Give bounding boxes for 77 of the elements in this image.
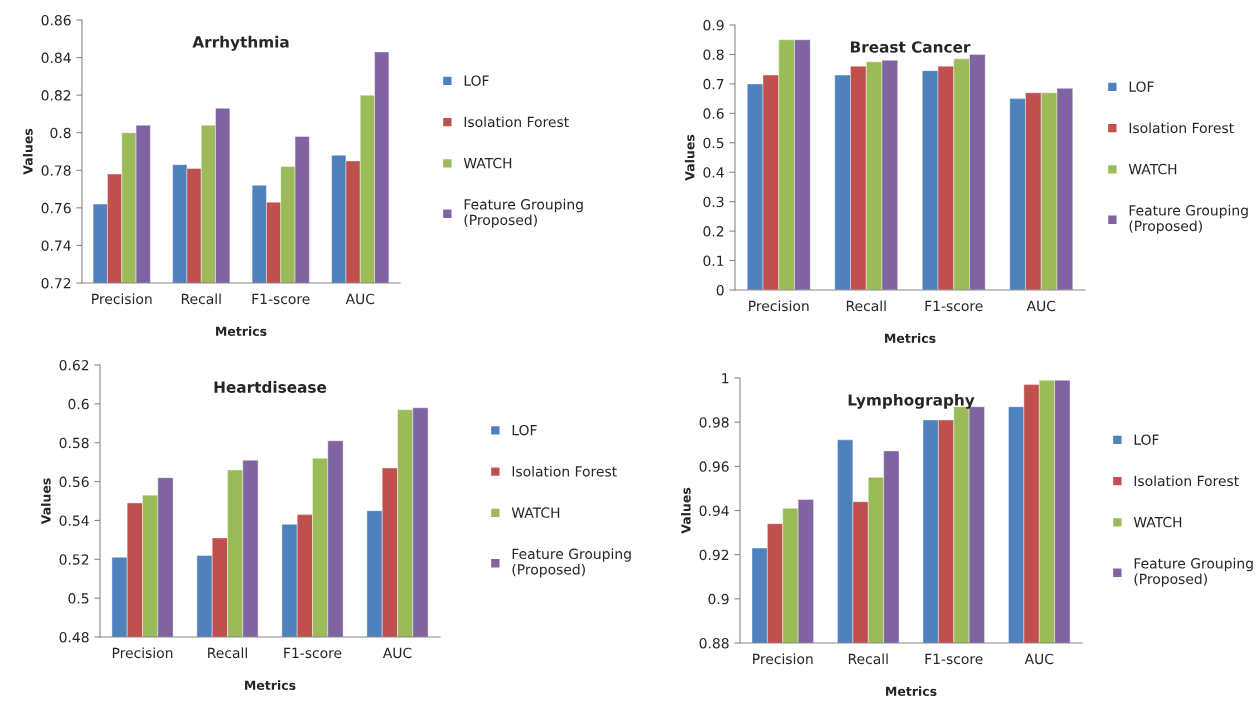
x-axis-title: Metrics [245,680,296,690]
legend-label: LOF [512,424,537,436]
y-tick-label: 0.96 [699,461,729,472]
y-tick-label: 0.4 [703,167,724,178]
y-tick-label: 0.5 [703,137,724,149]
y-tick-label: 0.88 [699,637,729,649]
y-tick-label: 1 [722,373,729,384]
y-tick-label: 0.62 [59,359,89,371]
x-tick-label: Recall [846,300,886,312]
x-axis-title: Metrics [216,326,267,336]
text: Breast Cancer [850,41,971,53]
y-tick-label: 0 [716,284,724,296]
x-axis-title: Metrics [885,333,936,343]
y-tick-label: 0.1 [703,255,724,267]
text: Heartdisease [214,381,327,393]
legend-label: Feature Grouping (Proposed) [512,548,631,578]
y-tick-label: 0.9 [703,19,724,31]
x-tick-label: Precision [753,653,813,665]
y-tick-label: 0.7 [703,78,724,90]
legend-label: LOF [1129,81,1154,92]
y-tick-label: 0.8 [703,49,724,60]
x-tick-label: Precision [112,647,173,659]
y-tick-label: 0.6 [68,398,89,410]
x-tick-label: AUC [1026,300,1056,312]
x-tick-label: Recall [848,653,888,665]
y-tick-label: 0.48 [59,631,89,643]
y-tick-label: 0.56 [59,476,89,488]
y-tick-label: 0.6 [703,108,724,119]
x-tick-label: F1-score [925,653,983,665]
x-tick-label: F1-score [925,300,983,312]
legend-label: Isolation Forest [1129,122,1234,134]
y-tick-label: 0.54 [59,515,89,526]
x-tick-label: Recall [181,293,221,305]
legend-label: WATCH [511,507,560,518]
y-tick-label: 0.5 [68,593,89,604]
text: Lymphography [848,393,975,409]
y-tick-label: 0.82 [41,90,71,101]
y-tick-label: 0.84 [41,52,71,64]
legend-label: Feature Grouping (Proposed) [1134,557,1253,587]
y-tick-label: 0.52 [59,554,89,565]
x-tick-label: AUC [345,293,375,305]
y-axis-title: Values [23,128,33,175]
y-tick-label: 0.72 [41,277,71,289]
y-tick-label: 0.74 [41,240,71,251]
legend-label: Isolation Forest [512,465,617,477]
y-tick-label: 0.94 [699,505,729,516]
y-tick-label: 0.98 [699,417,729,428]
legend-label: Feature Grouping (Proposed) [464,198,583,228]
legend-label: WATCH [463,157,512,169]
y-tick-label: 0.78 [41,165,71,176]
x-tick-label: F1-score [284,647,342,659]
legend-label: LOF [1134,434,1159,445]
legend-label: Isolation Forest [1134,475,1239,487]
legend-label: Isolation Forest [464,116,569,128]
legend-label: Feature Grouping (Proposed) [1129,204,1248,234]
x-tick-label: AUC [1024,653,1054,665]
x-tick-label: Precision [92,293,152,305]
text: Arrhythmia [192,35,289,51]
legend-label: WATCH [1133,516,1182,528]
y-tick-label: 0.58 [59,437,89,449]
legend-label: WATCH [1128,163,1177,175]
y-tick-label: 0.3 [703,196,724,208]
y-axis-title: Values [681,487,691,534]
y-tick-label: 0.8 [50,127,71,139]
x-tick-label: Recall [208,647,247,659]
x-tick-label: F1-score [252,293,310,305]
y-axis-title: Values [684,134,695,181]
y-tick-label: 0.2 [703,226,724,237]
y-tick-label: 0.9 [708,593,729,605]
x-tick-label: AUC [382,647,412,659]
y-tick-label: 0.86 [41,14,71,26]
x-tick-label: Precision [749,300,809,312]
x-axis-title: Metrics [886,686,937,696]
y-tick-label: 0.92 [699,549,729,561]
legend-label: LOF [464,75,489,86]
y-axis-title: Values [41,478,51,525]
y-tick-label: 0.76 [41,202,71,214]
